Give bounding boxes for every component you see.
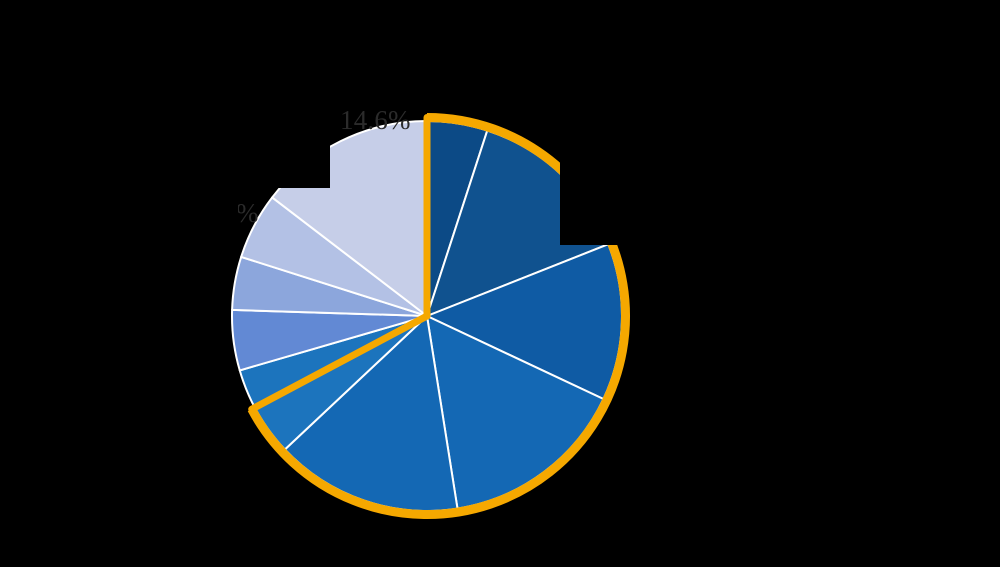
overlay-mask-text-band-3 [640, 250, 1000, 334]
overlay-mask-text-band-2 [560, 157, 1000, 245]
pie-label-14-6-percent: 14.6% [340, 105, 411, 135]
overlay-mask-label-left [200, 188, 238, 214]
overlay-mask-upper-left [200, 96, 330, 188]
overlay-mask-left [0, 0, 200, 567]
highlight-radius-end [248, 312, 431, 413]
overlay-mask-text-band-bottom-2 [520, 522, 820, 535]
pie-label-partial-percent: % [236, 198, 259, 228]
overlay-mask-text-band-bottom [520, 497, 820, 509]
overlay-mask-text-band-4 [660, 334, 1000, 348]
highlight-outer-arc [247, 113, 630, 519]
overlay-mask-text-band-6 [660, 398, 1000, 408]
overlay-mask-text-band-7 [660, 424, 1000, 434]
highlight-arc-group [247, 113, 630, 519]
overlay-mask-text-band-8 [660, 452, 1000, 535]
overlay-mask-label-top [300, 96, 420, 108]
overlay-mask-text-band-5 [660, 368, 1000, 378]
overlay-mask-text-band-1 [560, 96, 1000, 144]
